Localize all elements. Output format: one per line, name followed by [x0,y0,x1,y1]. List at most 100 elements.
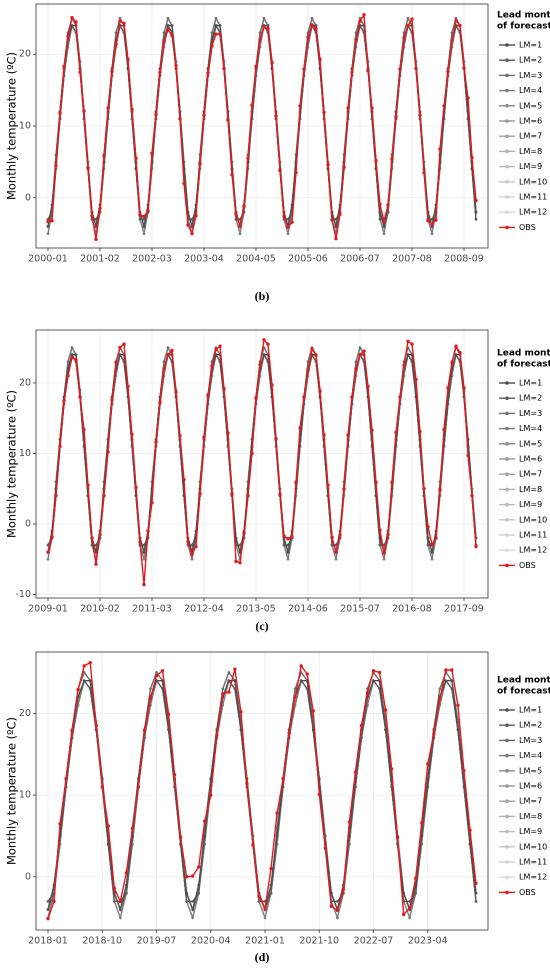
obs-point [138,540,142,544]
obs-point [462,66,466,70]
x-tick-label: 2007-08 [392,254,432,265]
forecast-point [149,687,152,691]
obs-point [130,432,134,437]
obs-point [214,32,218,36]
legend-label: LM=5 [519,439,542,448]
obs-point [422,170,426,175]
obs-point [78,395,82,399]
legend-label: LM=6 [519,782,542,791]
forecast-point [474,210,478,214]
obs-point [106,106,110,110]
obs-point [46,219,50,224]
obs-point [62,398,66,403]
obs-point [334,236,338,241]
obs-point [58,822,62,826]
legend-swatch-dot [505,533,509,537]
obs-point [426,762,430,766]
obs-point [406,339,410,343]
obs-point [458,23,462,28]
forecast-point [336,916,339,920]
forecast-point [430,557,434,561]
forecast-point [334,557,338,561]
forecast-point [210,38,214,42]
obs-point [298,426,302,430]
obs-point [350,70,354,74]
obs-point [342,165,346,169]
forecast-point [266,24,270,27]
forecast-point [275,834,279,838]
obs-point [234,559,238,564]
obs-point [386,532,390,537]
x-tick-label: 2011-03 [132,604,172,615]
x-tick-label: 2001-02 [80,254,120,265]
obs-point [456,703,460,707]
obs-point [172,772,177,777]
legend-label: LM=7 [519,132,542,141]
forecast-point [430,550,434,554]
obs-point [468,828,472,832]
obs-point [302,395,306,399]
legend-label: LM=8 [519,485,542,494]
legend-label: LM=1 [519,706,542,715]
obs-point [242,204,246,209]
obs-point [341,887,346,891]
forecast-point [282,543,286,547]
forecast-point [166,346,170,349]
legend-swatch-dot [505,210,509,214]
forecast-point [114,31,118,35]
obs-point [293,695,297,699]
obs-point [434,536,438,540]
forecast-point [263,916,267,920]
forecast-point [372,679,375,682]
legend-label: LM=6 [519,455,542,464]
obs-point [286,537,290,541]
y-tick-label: 0 [25,871,31,882]
obs-point [222,386,226,391]
legend-label: LM=6 [519,117,542,126]
obs-point [310,23,314,27]
obs-point [407,906,412,910]
legend-swatch-dot [505,411,509,416]
x-tick-label: 2022-07 [354,936,394,947]
obs-point [238,224,242,228]
obs-point [146,529,150,533]
forecast-point [46,225,50,228]
obs-point [102,154,106,158]
obs-point [130,107,134,112]
obs-point [287,731,291,735]
forecast-point [197,883,201,887]
x-tick-label: 2005-06 [288,254,328,265]
obs-point [450,38,454,43]
forecast-point [269,883,273,887]
obs-point [254,396,258,401]
obs-point [251,843,255,847]
legend-swatch-dot [505,381,509,385]
plot-background [36,330,488,598]
y-tick-label: 20 [19,377,31,388]
obs-point [70,355,74,360]
obs-point [190,231,194,236]
forecast-point [88,679,92,682]
obs-point [239,709,243,714]
legend-swatch-dot [505,472,509,477]
forecast-point [306,360,310,364]
forecast-point [262,17,266,20]
legend-label: LM=12 [519,208,547,217]
forecast-point [70,346,74,349]
obs-point [306,35,310,39]
obs-point [346,106,350,110]
forecast-point [426,777,430,781]
obs-point [257,894,261,899]
forecast-point [119,908,122,911]
obs-point [342,487,346,492]
obs-point [74,20,78,24]
obs-point [64,777,68,781]
forecast-point [454,353,458,356]
forecast-point [234,217,238,221]
obs-point [278,492,282,497]
forecast-point [382,557,386,561]
obs-point [258,362,262,367]
forecast-point [354,360,358,364]
forecast-point [408,916,411,920]
obs-point [474,198,478,203]
